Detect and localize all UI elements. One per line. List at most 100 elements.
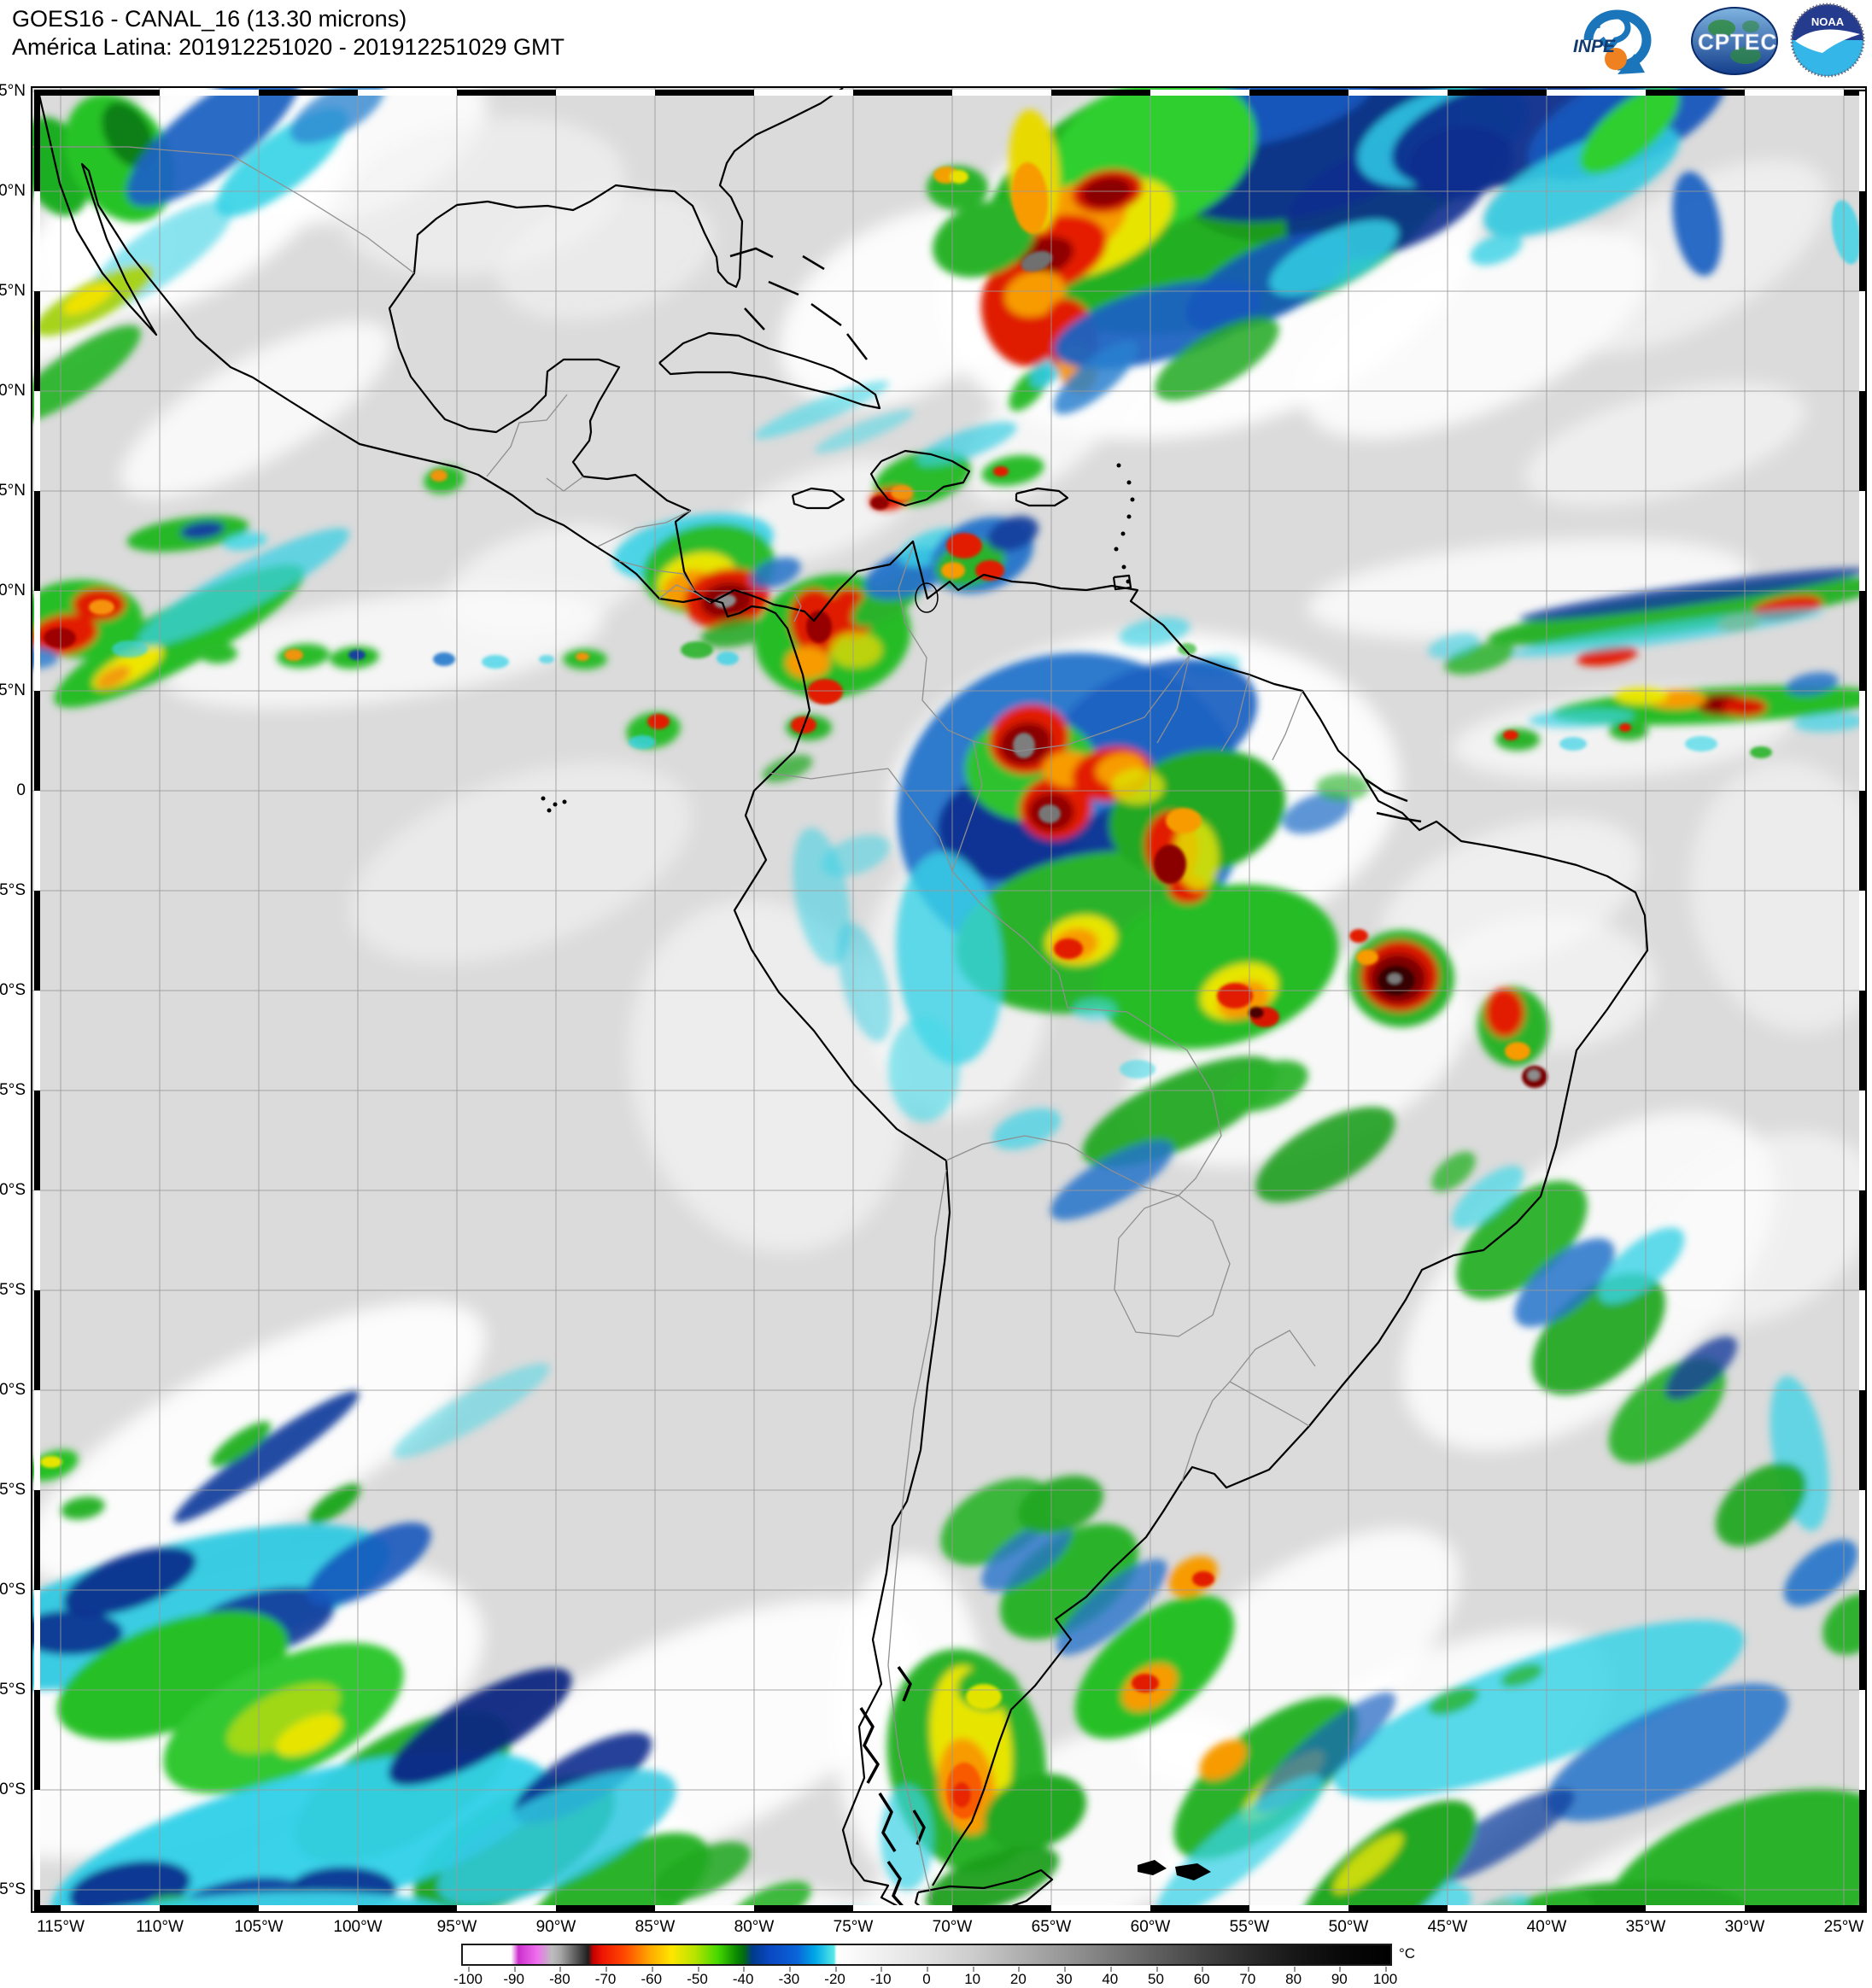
coastlines-and-borders [32,88,1649,1911]
lon-label: 75°W [833,1918,874,1936]
lat-label: 20°S [0,1181,26,1199]
cloud-cell [1053,341,1138,414]
cloud-cell [32,325,141,423]
cloud-cell [482,655,509,669]
cloud-cell [837,922,892,1042]
cloud-cell [276,1714,342,1757]
cloud-cell [786,646,830,679]
country-border [887,1169,947,1901]
cloud-cell [880,1785,933,1891]
coastline [1112,574,1132,591]
country-border [887,768,953,872]
satellite-map [32,88,1865,1911]
cloud-cell [539,655,554,664]
lat-label: 35°N [0,82,26,100]
coastline [37,91,951,1911]
lon-label: 65°W [1031,1918,1072,1936]
cloud-cell [1154,845,1186,884]
cloud-cell [1640,1131,1865,1328]
cloud-cell [916,422,1017,466]
lon-label: 25°W [1823,1918,1864,1936]
lon-label: 60°W [1130,1918,1171,1936]
colorbar-tick-label: 40 [1102,1971,1119,1987]
temperature-colorbar [461,1944,1392,1966]
colorbar-tick-mark [605,1967,608,1972]
cloud-cell [1199,1740,1247,1780]
colorbar-tick-mark [1247,1967,1249,1972]
country-border [1181,1381,1231,1482]
cloud-cell [1166,808,1202,833]
cloud-cell [941,562,965,579]
country-border [945,1135,1179,1196]
cloud-cell [652,1841,752,1903]
country-border [1229,1330,1316,1383]
lon-label: 80°W [734,1918,775,1936]
country-border [973,654,1190,752]
lon-label: 35°W [1625,1918,1666,1936]
country-border [546,476,584,492]
cloud-cell [1082,177,1132,208]
cloud-cell [629,735,656,749]
cloud-cell [1013,733,1035,758]
cloud-cell [1269,219,1399,296]
cloud-cell [102,102,155,168]
cloud-cell [198,643,237,664]
country-border [486,394,568,477]
cloud-cell [1282,792,1352,834]
colorbar-tick-label: -40 [732,1971,754,1987]
colorbar-tick-mark [513,1967,516,1972]
cloud-cell [1510,608,1824,658]
country-border [1272,690,1303,761]
lat-label: 45°S [0,1681,26,1699]
cloud-cell [821,834,891,877]
colorbar-tick-label: -10 [870,1971,892,1987]
cloud-cell [284,649,303,661]
cloud-cell [1786,672,1839,696]
coastline [388,88,1649,1886]
lon-label: 85°W [635,1918,676,1936]
cloud-cell [1333,1620,1745,1799]
cloud-cell [1004,271,1066,317]
cloud-cell [870,496,889,510]
country-border [1229,1381,1310,1427]
cloud-cell [1388,974,1401,984]
colorbar-tick-label: 20 [1009,1971,1027,1987]
country-border [618,560,695,592]
country-border [597,510,691,547]
cloud-cell [926,1845,1059,1911]
cloud-cell [1407,126,1513,199]
colorbar-tick-label: 90 [1331,1971,1348,1987]
cloud-cell [993,466,1009,477]
cloud-cell [1545,1683,1789,1821]
colorbar-tick-label: -50 [687,1971,708,1987]
colorbar-tick-label: 10 [964,1971,981,1987]
colorbar-tick-label: 0 [922,1971,931,1987]
cloud-cell [1485,988,1524,1038]
cloud-cell [307,1522,431,1607]
cloud-cell [180,521,225,540]
cloud-cell [750,557,801,589]
country-border [1114,1195,1231,1337]
cloud-cell [896,851,1003,1065]
lat-label: 35°S [0,1481,26,1499]
lat-label: 5°N [0,681,26,699]
cloud-cell [647,714,670,729]
cloud-cell [348,650,366,660]
cloud-cell [1505,1042,1530,1061]
country-border [793,593,802,623]
colorbar-tick-mark [468,1967,470,1972]
cloud-cell [1456,1180,1588,1300]
cloud-cell [1664,1336,1738,1400]
cloud-cell [40,1456,62,1468]
cloud-cell [1223,1060,1308,1113]
cptec-logo: CPTEC [1691,7,1778,75]
agency-logos: INPE CPTEC NOAA [1571,2,1867,79]
cloud-cell [210,1421,272,1467]
colorbar-tick-label: -30 [778,1971,800,1987]
lat-label: 55°S [0,1880,26,1898]
cloud-cell [952,1782,971,1808]
cloud-cell [1601,1788,1865,1911]
cloud-cell [393,1363,550,1459]
frame-ticks-top [34,90,1865,96]
cloud-cell [1689,761,1865,1032]
